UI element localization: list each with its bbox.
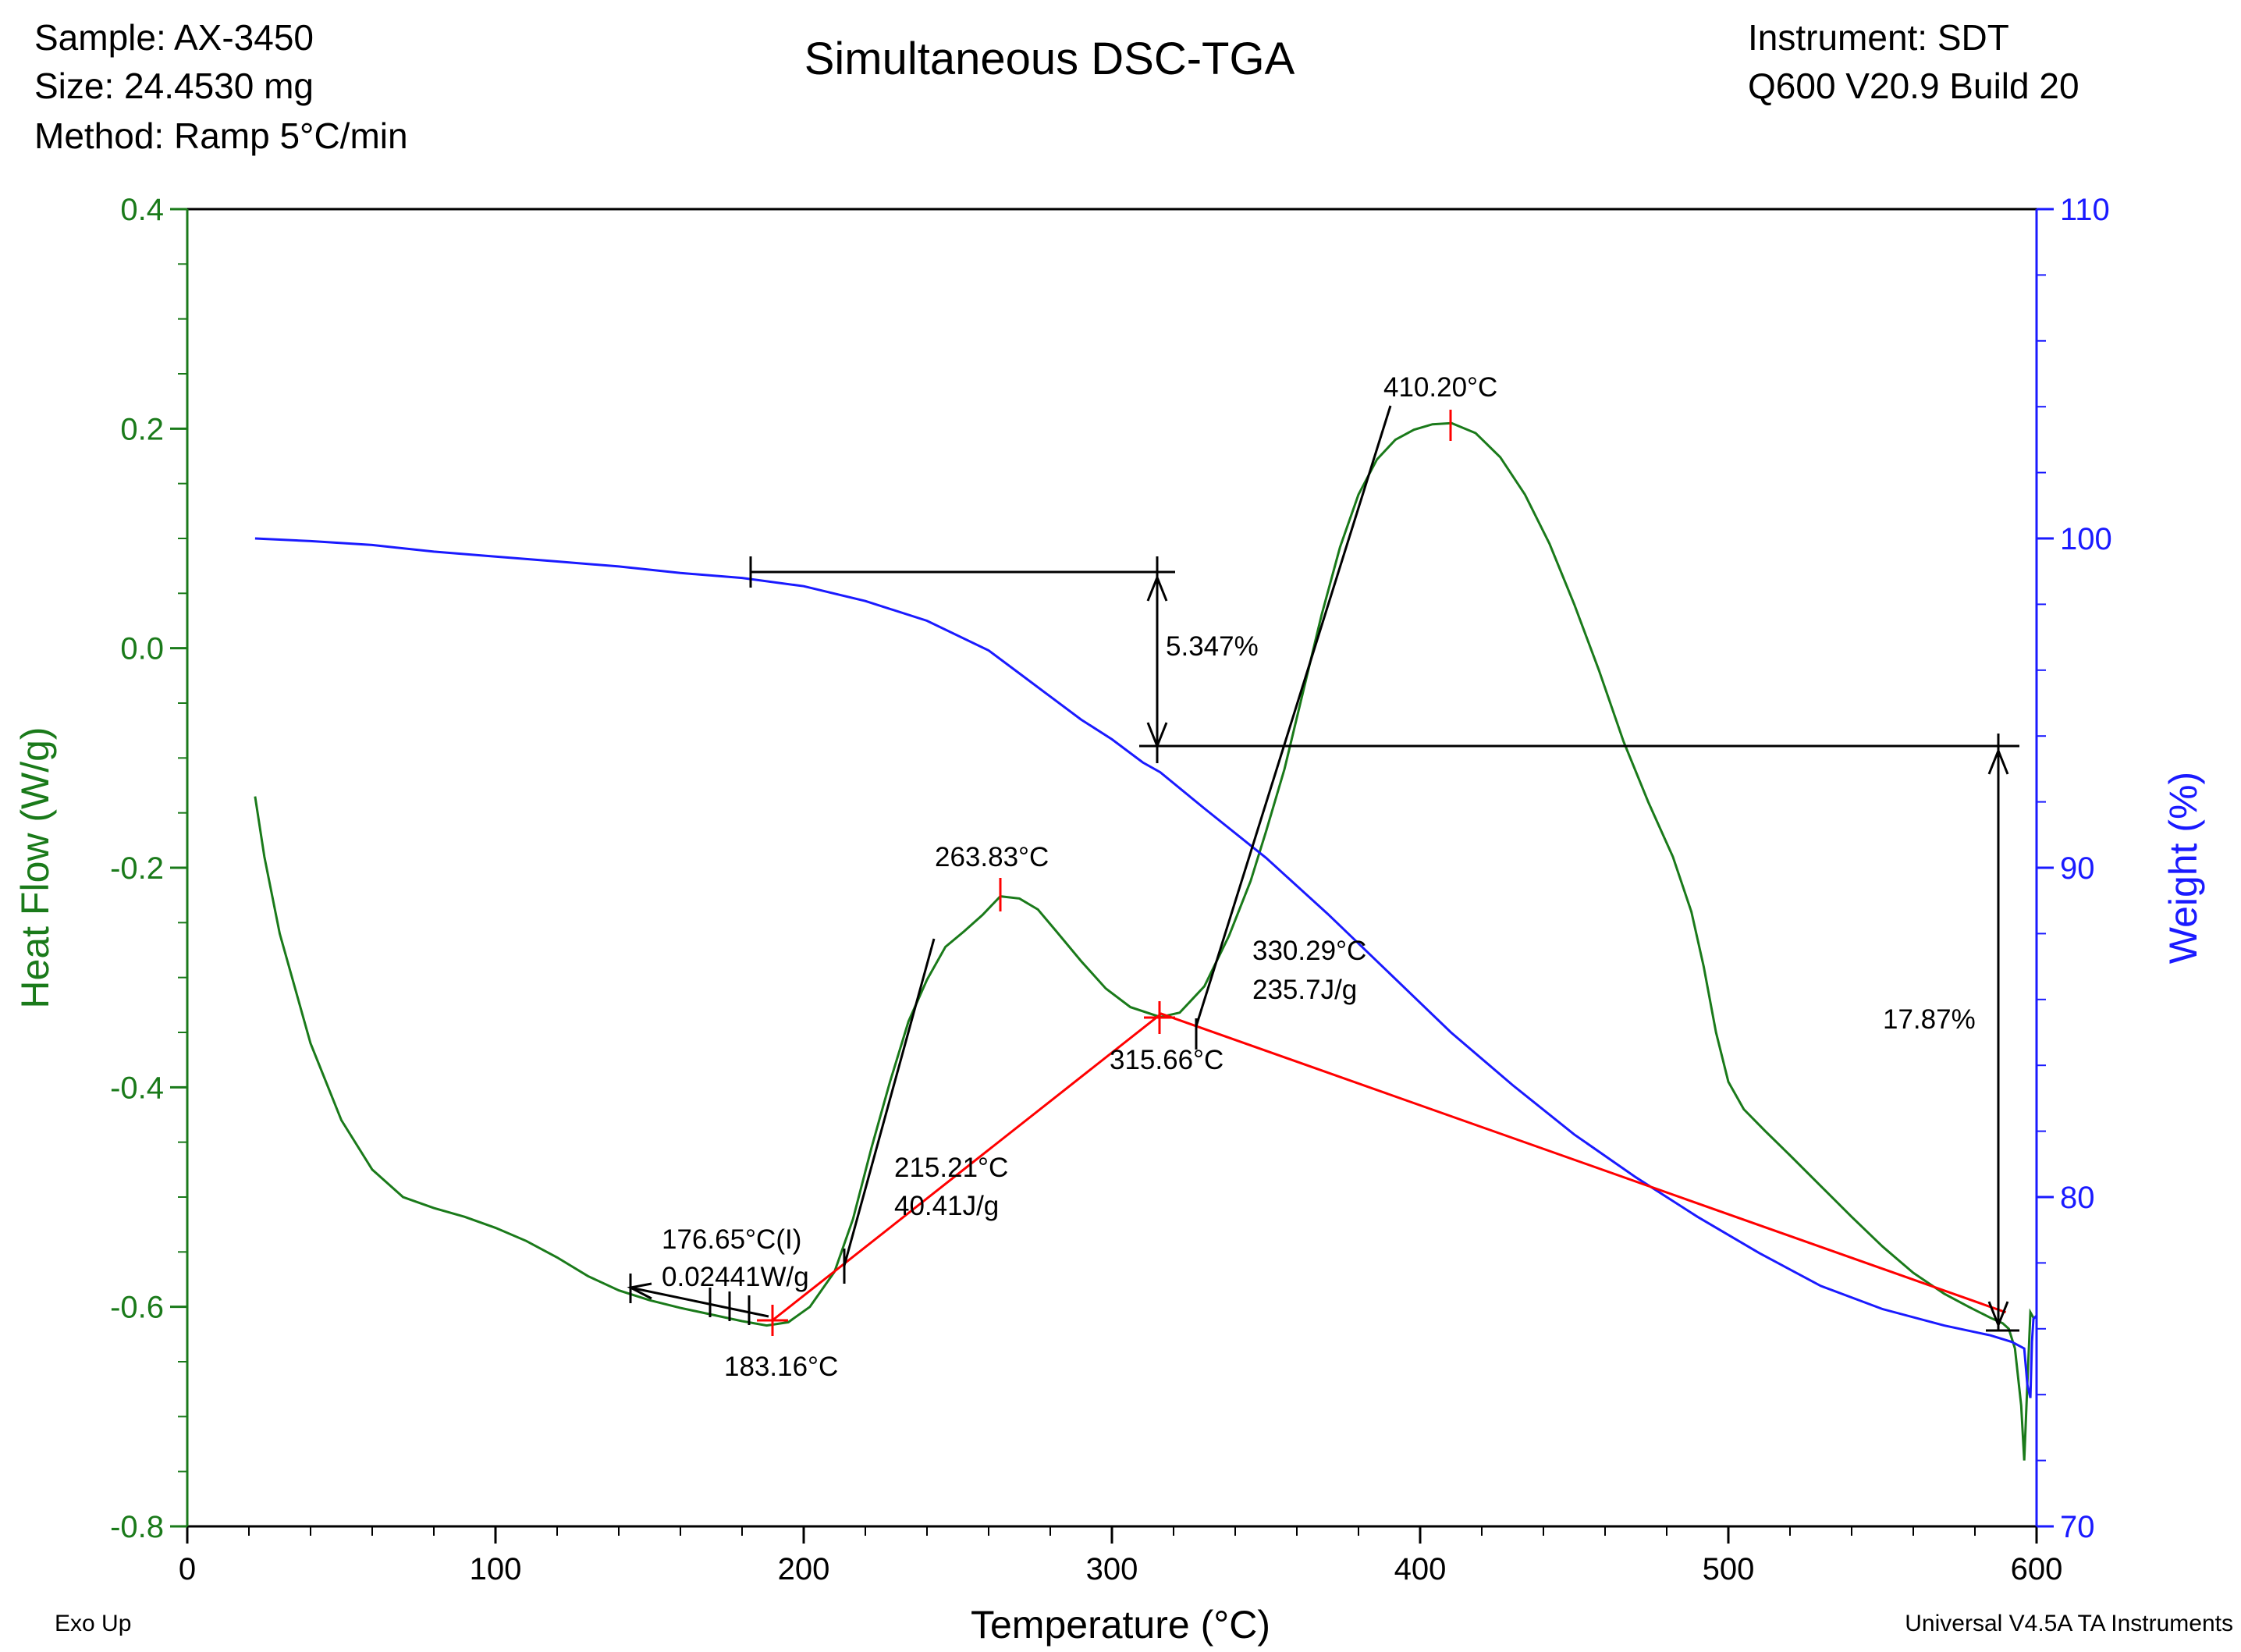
weight-curve (254, 537, 2038, 1398)
x-tick-label: 400 (1394, 1552, 1447, 1586)
y-right-tick-label: 70 (2060, 1510, 2095, 1544)
size-label: Size: 24.4530 mg (34, 66, 314, 106)
heat-flow-curve (254, 421, 2035, 1461)
y-right-tick-label: 110 (2060, 193, 2110, 227)
build-label: Q600 V20.9 Build 20 (1748, 66, 2079, 106)
y-left-tick-label: -0.4 (110, 1071, 164, 1105)
onset1-enthalpy: 40.41J/g (894, 1191, 999, 1221)
transition-value: 0.02441W/g (662, 1262, 809, 1292)
y-left-tick-label: 0.0 (120, 632, 164, 666)
right-axis-title: Weight (%) (2161, 772, 2205, 964)
x-tick-label: 500 (1703, 1552, 1755, 1586)
y-left-tick-label: -0.8 (110, 1510, 164, 1544)
y-left-tick-label: -0.2 (110, 851, 164, 886)
exo-up-label: Exo Up (55, 1611, 131, 1636)
onset2-tangent (1195, 405, 1392, 1027)
weight-loss-2-label: 17.87% (1883, 1004, 1976, 1035)
onset2-enthalpy: 235.7J/g (1252, 975, 1357, 1005)
peak-410-label: 410.20°C (1383, 372, 1497, 403)
left-axis-title: Heat Flow (W/g) (13, 727, 57, 1008)
transition-line (630, 1286, 769, 1318)
onset1-tangent (843, 938, 936, 1267)
x-tick-label: 0 (179, 1552, 196, 1586)
min-315-label: 315.66°C (1110, 1045, 1223, 1075)
onset2-temp: 330.29°C (1252, 936, 1366, 966)
x-tick-label: 200 (778, 1552, 830, 1586)
y-left-tick-label: 0.2 (120, 412, 164, 446)
x-tick-label: 600 (2011, 1552, 2063, 1586)
method-label: Method: Ramp 5°C/min (34, 115, 408, 156)
weight-loss-1-label: 5.347% (1166, 631, 1259, 662)
sample-label: Sample: AX-3450 (34, 17, 314, 58)
annotation-marks (627, 405, 2019, 1332)
y-right-tick-label: 100 (2060, 522, 2112, 556)
onset1-temp: 215.21°C (894, 1153, 1008, 1183)
x-axis-title: Temperature (°C) (971, 1603, 1270, 1647)
baseline-line (772, 1012, 2006, 1321)
step2-arrow-down (1987, 1301, 2009, 1329)
y-left-tick-label: 0.4 (120, 193, 164, 227)
step2-arrow-up (1987, 747, 2009, 775)
x-tick-label: 300 (1086, 1552, 1138, 1586)
software-label: Universal V4.5A TA Instruments (1905, 1611, 2233, 1636)
y-right-tick-label: 80 (2060, 1181, 2095, 1215)
transition-temp: 176.65°C(I) (662, 1224, 801, 1255)
instrument-label: Instrument: SDT (1748, 17, 2009, 58)
y-right-tick-label: 90 (2060, 851, 2095, 886)
peak-263-label: 263.83°C (935, 842, 1049, 872)
step1-arrow-up (1146, 574, 1168, 602)
peak-markers (757, 410, 1452, 1336)
min-183-label: 183.16°C (724, 1352, 838, 1382)
transition-arrow (627, 1282, 652, 1300)
x-tick-label: 100 (470, 1552, 522, 1586)
chart-title: Simultaneous DSC-TGA (804, 34, 1295, 84)
y-left-tick-label: -0.6 (110, 1291, 164, 1325)
